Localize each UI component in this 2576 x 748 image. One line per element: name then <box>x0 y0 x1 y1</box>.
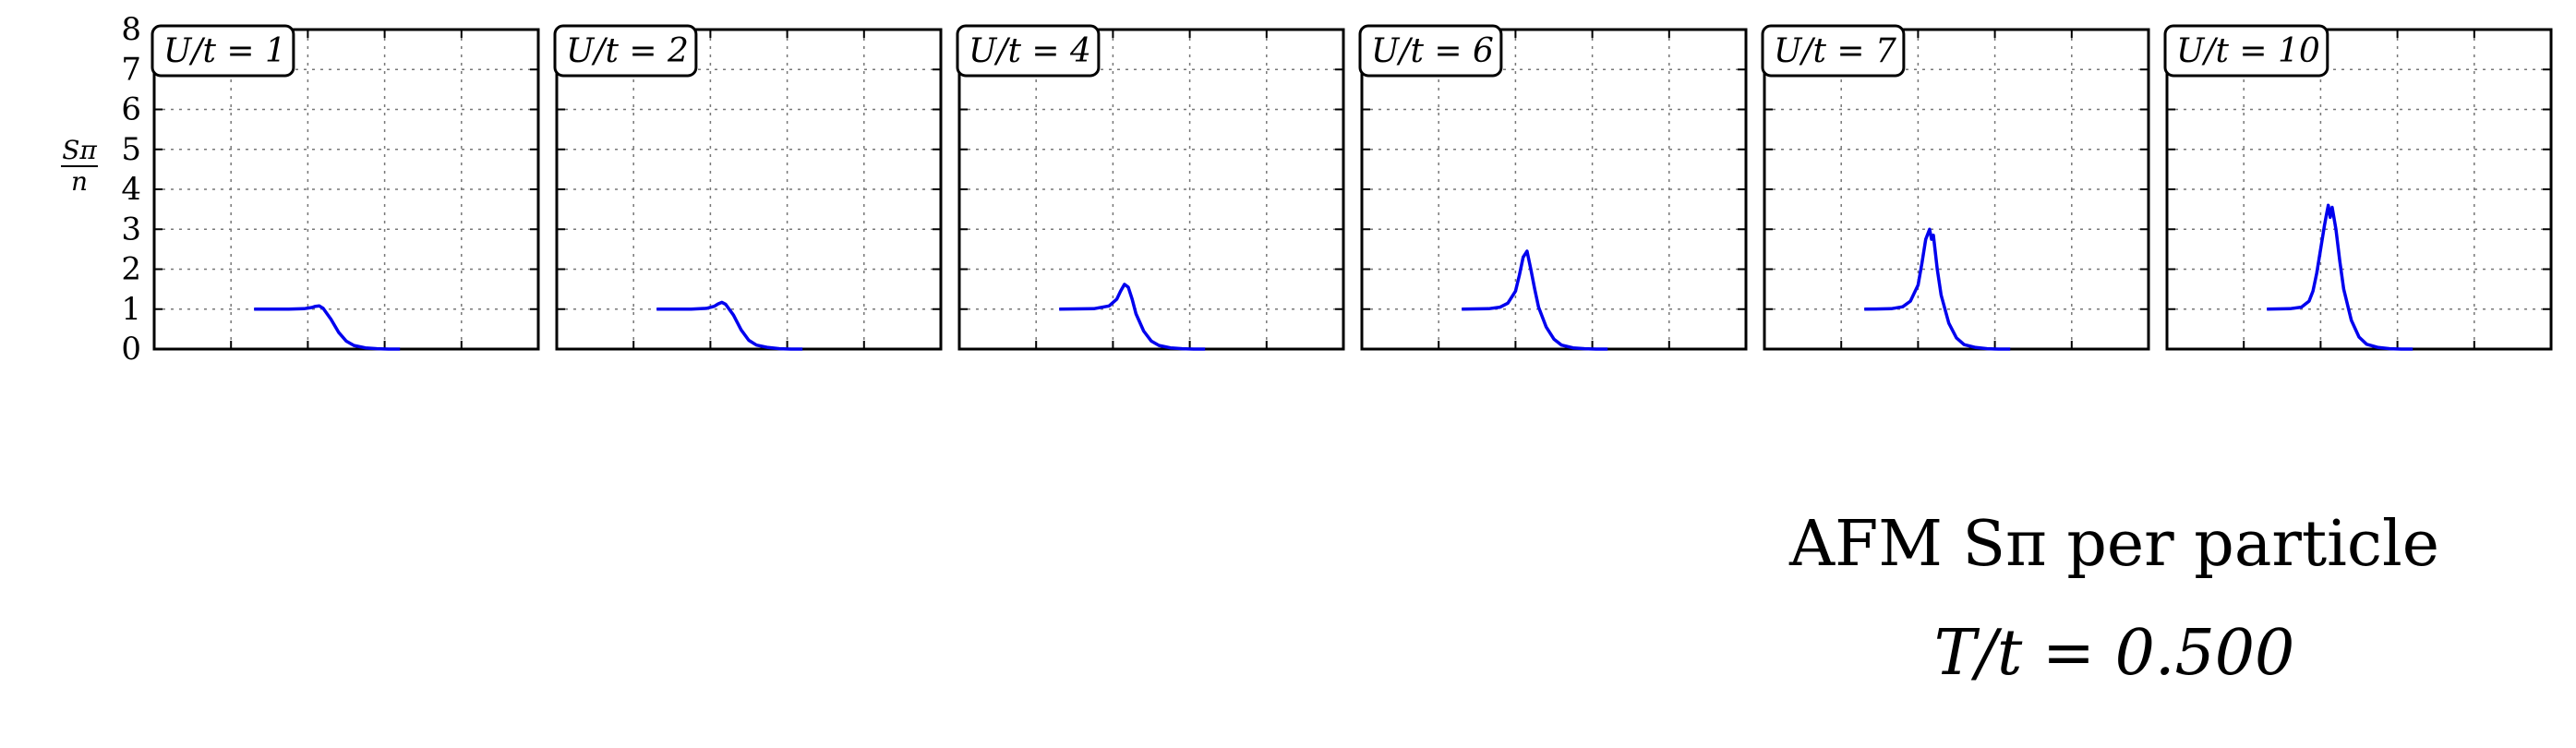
axes-frame <box>957 28 1345 351</box>
panel-label-box <box>1358 24 1503 78</box>
panel-label: U/t = 1 <box>163 32 286 70</box>
panel-label-box <box>553 24 698 78</box>
y-tick-label: 2 <box>121 251 141 288</box>
panel-label: U/t = 7 <box>1774 32 1896 70</box>
y-axis-label: Sπ n <box>61 135 98 197</box>
series-line <box>1462 249 1608 351</box>
panel: U/t = 6 <box>1358 24 1748 351</box>
panel: U/t = 4 <box>956 24 1345 351</box>
figure-subtitle: T/t = 0.500 <box>1934 617 2294 690</box>
axes-frame <box>152 28 540 351</box>
y-tick-label: 3 <box>121 211 141 247</box>
y-axis-label-denominator: n <box>71 166 88 197</box>
series-line <box>1059 283 1206 351</box>
panel-label-box <box>2163 24 2329 78</box>
y-tick-label: 6 <box>121 91 141 128</box>
y-axis-label-numerator: Sπ <box>62 135 97 165</box>
panel-label: U/t = 10 <box>2176 32 2320 70</box>
panel: U/t = 7 <box>1761 24 2150 351</box>
series-line <box>2267 203 2413 351</box>
axes-frame <box>1763 28 2150 351</box>
y-tick-label: 4 <box>121 171 141 208</box>
y-tick-label: 8 <box>121 11 141 48</box>
axes-frame <box>2165 28 2553 351</box>
panel-label-box <box>1761 24 1906 78</box>
panel: U/t = 2 <box>553 24 943 351</box>
series-line <box>656 300 803 351</box>
y-tick-label: 7 <box>121 51 141 88</box>
panel-label-box <box>956 24 1101 78</box>
panel-label: U/t = 6 <box>1371 32 1494 70</box>
axes-frame <box>1360 28 1748 351</box>
y-tick-label: 1 <box>121 291 141 328</box>
figure-title: AFM Sπ per particle <box>1788 508 2439 581</box>
panel: U/t = 10 <box>2163 24 2553 351</box>
panel-label: U/t = 4 <box>969 32 1091 70</box>
series-line <box>254 304 401 351</box>
y-tick-label: 5 <box>121 131 141 168</box>
axes-frame <box>555 28 943 351</box>
panel-label-box <box>150 24 295 78</box>
y-tick-label: 0 <box>121 331 141 368</box>
panel-label: U/t = 2 <box>566 32 689 70</box>
series-line <box>1864 227 2011 351</box>
